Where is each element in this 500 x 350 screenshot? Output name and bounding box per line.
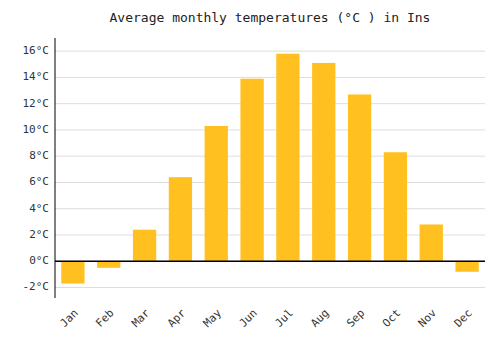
grid-line <box>55 156 485 157</box>
y-tick-label: 0°C <box>29 254 49 267</box>
bar <box>133 230 156 262</box>
x-tick-label: Jun <box>237 307 260 330</box>
x-tick-label: Oct <box>380 307 403 330</box>
bar <box>205 126 228 261</box>
y-tick-label: 10°C <box>23 123 50 136</box>
zero-line <box>55 260 485 262</box>
grid-line <box>55 182 485 183</box>
y-axis-line <box>55 38 56 298</box>
x-tick-label: Dec <box>452 307 475 330</box>
y-tick-label: -2°C <box>23 280 50 293</box>
grid-line <box>55 287 485 288</box>
bar <box>240 79 263 262</box>
bar <box>61 261 84 283</box>
x-tick-label: Apr <box>165 306 189 330</box>
bar <box>455 261 478 272</box>
title: Average monthly temperatures (°C ) in In… <box>110 10 431 25</box>
bar <box>348 94 371 261</box>
grid-line <box>55 51 485 52</box>
grid-line <box>55 129 485 130</box>
chart-container: -2°C 0°C 2°C 4°C 6°C 8°C 10°C 12°C 14°C 16°C Jan Fe… <box>0 0 500 350</box>
grid <box>55 51 485 287</box>
grid-line <box>55 261 485 262</box>
x-tick-label: Sep <box>344 307 367 330</box>
bar <box>97 261 120 268</box>
x-tick-label: Mar <box>129 306 153 330</box>
x-tick-label: Feb <box>93 307 116 330</box>
y-tick-label: 4°C <box>29 202 49 215</box>
x-tick-label: Nov <box>416 306 440 330</box>
y-tick-label: 6°C <box>29 175 49 188</box>
x-tick-label: Jan <box>57 307 80 330</box>
x-tick-label: Aug <box>308 307 331 330</box>
x-axis-ticks: Jan Feb Mar Apr May Jun Jul Aug Sep Oct Nov Dec <box>57 306 474 330</box>
y-tick-label: 14°C <box>23 70 50 83</box>
y-axis-ticks: -2°C 0°C 2°C 4°C 6°C 8°C 10°C 12°C 14°C 16°C <box>23 44 50 293</box>
x-tick-label: May <box>201 306 225 330</box>
y-tick-label: 12°C <box>23 97 50 110</box>
bar <box>276 54 299 261</box>
grid-line <box>55 77 485 78</box>
bar <box>312 63 335 261</box>
bars <box>61 54 478 284</box>
bar <box>420 224 443 261</box>
y-tick-label: 8°C <box>29 149 49 162</box>
bar <box>384 152 407 261</box>
x-tick-label: Jul <box>272 307 295 330</box>
y-tick-label: 16°C <box>23 44 50 57</box>
bar <box>169 177 192 261</box>
chart: -2°C 0°C 2°C 4°C 6°C 8°C 10°C 12°C 14°C 16°C Jan Fe… <box>0 0 500 350</box>
y-tick-label: 2°C <box>29 228 49 241</box>
grid-line <box>55 208 485 209</box>
grid-line <box>55 103 485 104</box>
